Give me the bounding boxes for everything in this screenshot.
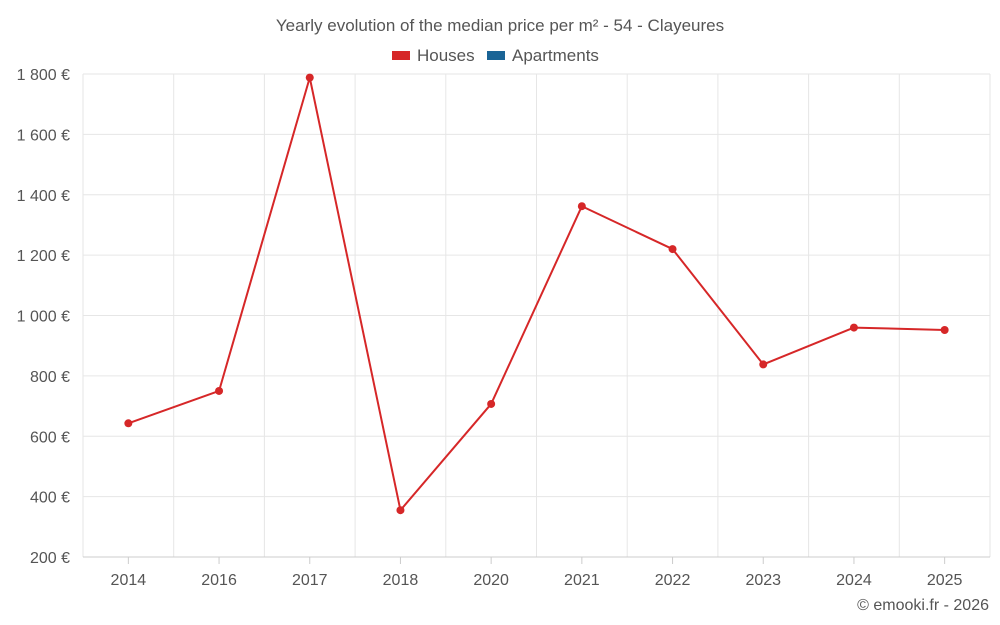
y-tick-label: 200 € (30, 550, 70, 567)
series-line-houses (128, 76, 945, 512)
x-tick-label: 2022 (655, 572, 691, 589)
legend-swatch-houses (392, 51, 410, 60)
credit-text: © emooki.fr - 2026 (857, 597, 989, 614)
data-point[interactable] (396, 506, 405, 515)
data-point[interactable] (124, 419, 133, 428)
y-tick-label: 1 400 € (17, 188, 70, 205)
data-point[interactable] (940, 325, 949, 334)
x-tick-label: 2014 (111, 572, 147, 589)
y-tick-label: 1 600 € (17, 127, 70, 144)
x-tick-label: 2020 (473, 572, 509, 589)
y-tick-label: 1 000 € (17, 309, 70, 326)
legend-label-houses: Houses (417, 46, 475, 65)
y-tick-label: 1 200 € (17, 248, 70, 265)
y-tick-label: 600 € (30, 429, 70, 446)
data-point[interactable] (759, 360, 768, 369)
data-point[interactable] (577, 202, 586, 211)
x-tick-label: 2024 (836, 572, 872, 589)
x-tick-label: 2021 (564, 572, 600, 589)
data-point[interactable] (487, 399, 496, 408)
y-axis-tick-labels: 200 € 400 € 600 € 800 € 1 000 € 1 200 € 1 400 … (17, 67, 70, 567)
axes (83, 556, 990, 564)
legend-item-houses[interactable]: Houses (392, 46, 475, 65)
data-point[interactable] (215, 386, 224, 395)
x-tick-label: 2023 (745, 572, 781, 589)
y-tick-label: 800 € (30, 369, 70, 386)
y-tick-label: 1 800 € (17, 67, 70, 84)
chart-title: Yearly evolution of the median price per… (276, 16, 724, 35)
legend[interactable]: Houses Apartments (392, 46, 599, 65)
legend-label-apartments: Apartments (512, 46, 599, 65)
legend-swatch-apartments (487, 51, 505, 60)
x-axis-tick-labels: 2014 2016 2017 2018 2020 2021 2022 2023 2024 2025 (111, 572, 963, 589)
legend-item-apartments[interactable]: Apartments (487, 46, 599, 65)
data-point[interactable] (849, 323, 858, 332)
x-tick-label: 2018 (383, 572, 419, 589)
data-point[interactable] (305, 73, 314, 82)
x-tick-label: 2017 (292, 572, 328, 589)
series-houses (124, 73, 949, 515)
gridlines (82, 73, 991, 557)
x-tick-label: 2025 (927, 572, 963, 589)
x-tick-label: 2016 (201, 572, 237, 589)
data-point[interactable] (668, 245, 677, 254)
y-tick-label: 400 € (30, 490, 70, 507)
